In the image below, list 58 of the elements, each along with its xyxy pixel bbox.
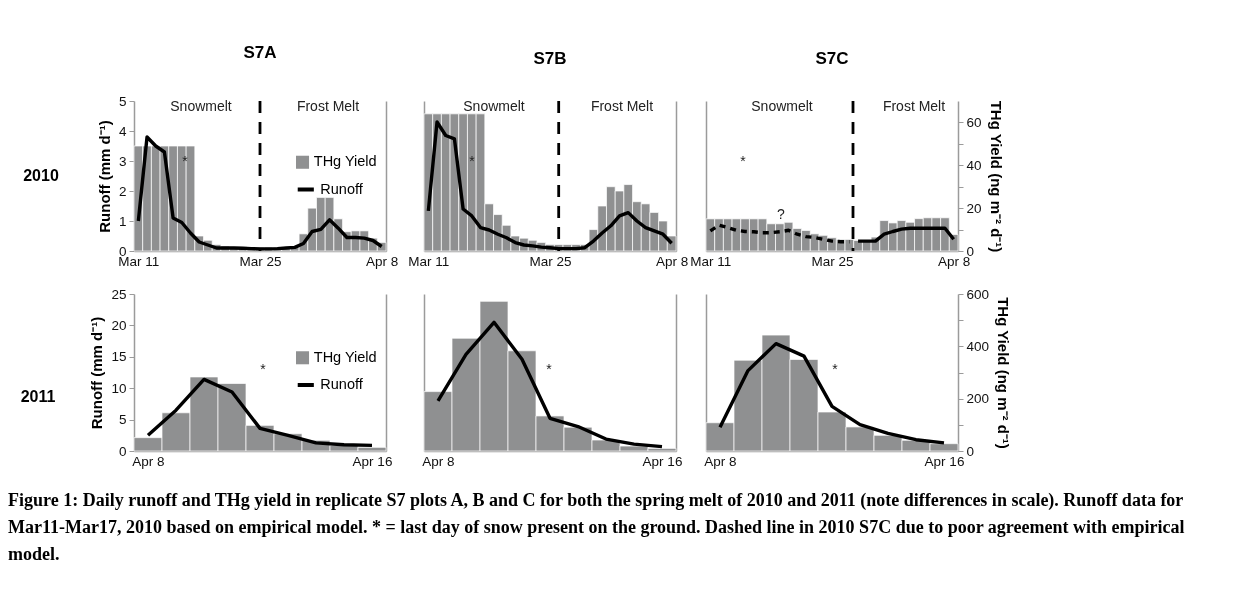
legend-label: THg Yield: [313, 153, 377, 170]
y-tick-label: 20: [111, 317, 127, 333]
x-tick-label: Apr 8: [704, 453, 737, 469]
annotation: Snowmelt: [170, 98, 232, 114]
y-tick-label: 10: [111, 380, 127, 396]
x-tick-label: Apr 8: [422, 453, 455, 469]
x-tick-label: Apr 16: [352, 453, 393, 469]
x-tick-label: Mar 25: [529, 253, 572, 269]
y-tick-label: 25: [111, 286, 127, 302]
y2-tick-label: 20: [966, 200, 982, 216]
y-tick-label: 1: [118, 213, 127, 229]
legend-label: Runoff: [320, 376, 364, 393]
x-tick-label: Mar 11: [408, 253, 450, 269]
x-tick-label: Apr 8: [366, 253, 399, 269]
x-tick-label: Mar 11: [690, 253, 732, 269]
annotation: Frost Melt: [296, 98, 360, 114]
y2-axis-title: THg Yield (ng m⁻² d⁻¹): [995, 297, 1013, 449]
annotation: *: [469, 153, 476, 169]
y-tick-label: 2: [118, 183, 127, 199]
annotation: Snowmelt: [751, 98, 813, 114]
chart-title: S7C: [815, 48, 849, 68]
annotation: Frost Melt: [590, 98, 654, 114]
y2-tick-label: 40: [966, 157, 982, 173]
text: 2011: [20, 388, 56, 405]
y2-tick-label: 600: [966, 286, 990, 302]
legend-label: Runoff: [320, 180, 364, 197]
y2-axis-title: THg Yield (ng m⁻² d⁻¹): [987, 100, 1005, 253]
x-tick-label: Mar 25: [811, 253, 854, 269]
y-tick-label: 5: [118, 412, 127, 428]
annotation: ?: [777, 206, 786, 222]
x-tick-label: Apr 8: [656, 253, 689, 269]
chart-title: S7A: [243, 43, 277, 62]
y-tick-label: 0: [118, 443, 127, 459]
y-tick-label: 15: [111, 349, 127, 365]
y2-tick-label: 0: [966, 443, 975, 459]
y2-tick-label: 60: [966, 114, 982, 130]
annotation: Frost Melt: [882, 98, 946, 114]
caption: Figure 1: Daily runoff and THg yield in replicate S7 plots A, B and C for both the spring melt of 2010 and 2011 (note differences in scale). Runoff data for Mar11-Mar17, 2010 based on empirical model. * = last day of snow present on the ground. Dashed line in 2010 S7C due to poor agreement with empirical model.: [8, 489, 1186, 566]
annotation: Snowmelt: [463, 98, 525, 114]
annotation: *: [832, 361, 839, 377]
x-tick-label: Apr 8: [132, 453, 165, 469]
y-axis-title: Runoff (mm d⁻¹): [88, 316, 106, 430]
annotation: *: [740, 153, 747, 169]
chart-title: S7B: [533, 48, 567, 68]
x-tick-label: Apr 16: [642, 453, 683, 469]
x-tick-label: Mar 25: [239, 253, 282, 269]
x-tick-label: Apr 16: [924, 453, 965, 469]
annotation: *: [182, 153, 189, 169]
y-tick-label: 4: [118, 123, 127, 139]
legend-label: THg Yield: [313, 348, 377, 365]
y-axis-title: Runoff (mm d⁻¹): [95, 120, 113, 233]
annotation: *: [260, 361, 267, 377]
y-tick-label: 3: [118, 153, 127, 169]
y2-tick-label: 200: [966, 391, 990, 407]
y-tick-label: 5: [118, 93, 127, 109]
text: 2010: [23, 167, 59, 184]
annotation: *: [546, 361, 553, 377]
y2-tick-label: 400: [966, 338, 990, 354]
